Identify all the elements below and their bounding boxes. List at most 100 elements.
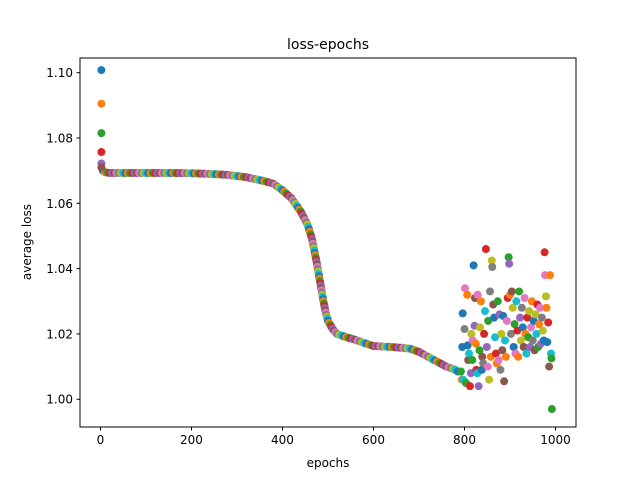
scatter-point (497, 329, 506, 338)
y-axis: 1.00 1.02 1.04 1.06 1.08 1.10 (46, 66, 80, 407)
scatter-point (518, 323, 527, 332)
scatter-point (97, 99, 106, 108)
chart-title: loss-epochs (287, 37, 369, 53)
scatter-point (510, 320, 519, 329)
x-tick-label: 600 (362, 433, 385, 447)
scatter-point (491, 333, 499, 342)
plot-area (97, 66, 556, 414)
scatter-point (547, 354, 556, 363)
scatter-point (515, 287, 524, 296)
y-tick-label: 1.10 (46, 66, 73, 80)
scatter-point (538, 326, 547, 335)
scatter-point (469, 261, 478, 270)
scatter-point (97, 129, 106, 138)
y-tick-label: 1.08 (46, 132, 73, 146)
scatter-point (465, 349, 474, 358)
scatter-point (536, 303, 545, 312)
scatter-point (507, 287, 516, 296)
scatter-point (463, 341, 472, 350)
scatter-point (500, 377, 509, 386)
scatter-point (483, 362, 492, 371)
scatter-point (487, 256, 496, 265)
scatter-point (491, 349, 500, 358)
scatter-point (494, 356, 503, 365)
x-tick-label: 1000 (540, 433, 571, 447)
x-tick-label: 800 (453, 433, 476, 447)
scatter-point (540, 248, 549, 257)
scatter-point (532, 329, 541, 338)
x-axis-label: epochs (307, 456, 350, 470)
scatter-point (517, 303, 526, 312)
scatter-point (541, 292, 550, 301)
scatter-point (467, 329, 476, 338)
scatter-point (477, 365, 486, 374)
scatter-point (547, 405, 556, 414)
scatter-point (474, 382, 483, 391)
scatter-point (97, 163, 106, 172)
scatter-point (544, 318, 553, 327)
scatter-point (460, 284, 469, 293)
scatter-point (501, 352, 510, 361)
scatter-point (97, 148, 106, 157)
scatter-point (528, 336, 537, 345)
scatter-point (546, 271, 555, 280)
scatter-point (545, 362, 554, 371)
scatter-point (542, 303, 551, 312)
scatter-point (498, 346, 507, 355)
scatter-point (537, 313, 546, 322)
scatter-point (478, 352, 487, 361)
y-tick-label: 1.06 (46, 197, 73, 211)
scatter-point (475, 323, 484, 332)
scatter-point (516, 336, 525, 345)
scatter-point (502, 316, 511, 325)
y-tick-label: 1.04 (46, 262, 73, 276)
y-tick-label: 1.02 (46, 327, 73, 341)
scatter-point (481, 245, 490, 254)
scatter-point (480, 329, 489, 338)
scatter-point (482, 343, 491, 351)
scatter-point (476, 297, 485, 306)
x-tick-label: 200 (180, 433, 203, 447)
scatter-point (516, 313, 525, 322)
scatter-point (485, 375, 494, 384)
scatter-point (535, 320, 544, 329)
x-axis: 0 200 400 600 800 1000 (97, 427, 571, 447)
scatter-point (520, 294, 529, 303)
scatter-point (465, 382, 474, 391)
scatter-point (508, 303, 517, 312)
x-tick-label: 0 (97, 433, 105, 447)
scatter-point (501, 336, 510, 345)
scatter-point (456, 367, 465, 376)
scatter-point (505, 259, 514, 268)
scatter-point (488, 262, 497, 271)
scatter-point (97, 66, 106, 75)
scatter-point (514, 352, 523, 361)
scatter-point (543, 338, 552, 347)
scatter-point (460, 325, 469, 334)
scatter-point (475, 346, 484, 355)
scatter-point (493, 297, 502, 306)
scatter-point (458, 309, 467, 318)
scatter-point (506, 329, 515, 338)
axes-frame (79, 57, 577, 428)
scatter-point (471, 339, 480, 348)
y-axis-label: average loss (20, 204, 34, 280)
scatter-point (486, 287, 494, 296)
scatter-point (463, 290, 472, 299)
scatter-point (523, 313, 532, 322)
scatter-point (519, 343, 528, 351)
scatter-point (504, 253, 513, 262)
y-tick-label: 1.00 (46, 393, 73, 407)
x-tick-label: 400 (271, 433, 294, 447)
scatter-point (526, 323, 535, 332)
scatter-point (522, 349, 531, 358)
scatter-point (473, 290, 482, 299)
scatter-point (525, 307, 534, 316)
scatter-point (484, 316, 493, 325)
scatter-point (509, 343, 518, 351)
scatter-point (480, 307, 489, 316)
scatter-point (468, 356, 477, 365)
scatter-point (531, 310, 540, 319)
